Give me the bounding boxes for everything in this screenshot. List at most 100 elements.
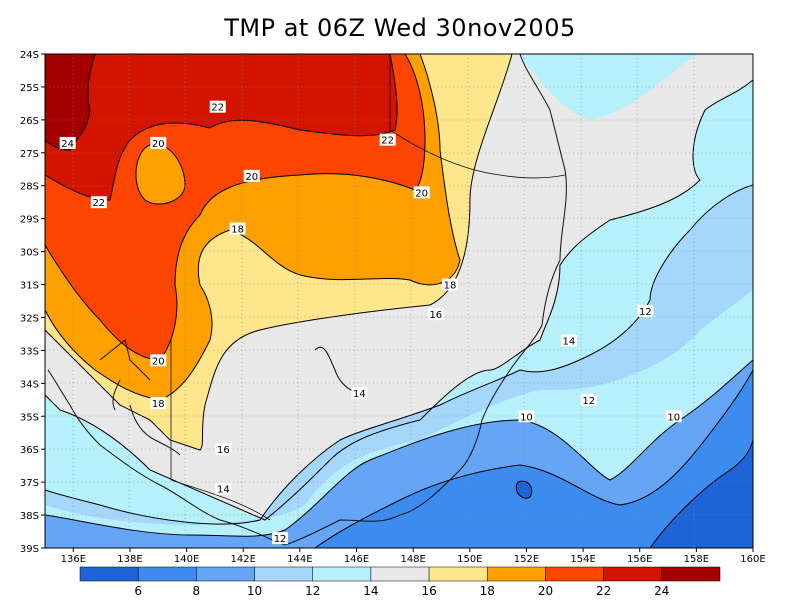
band-below-6 xyxy=(650,440,753,548)
colorbar-label: 22 xyxy=(596,584,611,598)
colorbar-label: 6 xyxy=(134,584,142,598)
colorbar-swatch xyxy=(196,566,255,582)
y-tick-label: 35S xyxy=(20,412,39,423)
svg-text:18: 18 xyxy=(231,225,244,236)
colorbar-swatch xyxy=(545,566,604,582)
y-tick-label: 36S xyxy=(20,445,39,456)
contour-label: 14 xyxy=(560,334,577,348)
band-10-12 xyxy=(45,185,753,525)
x-tick-label: 156E xyxy=(627,554,652,565)
band-6-8 xyxy=(315,370,753,548)
svg-text:12: 12 xyxy=(274,534,287,545)
svg-text:18: 18 xyxy=(152,399,165,410)
y-tick-label: 39S xyxy=(20,544,39,555)
x-tick-label: 138E xyxy=(117,554,142,565)
y-axis-ticks: 24S 25S 26S 27S 28S 29S 30S 31S 32S 33S 34S 35S 36S 3… xyxy=(20,50,45,555)
contour-lines xyxy=(45,54,753,548)
contour-label: 20 xyxy=(243,169,260,183)
map-title: TMP at 06Z Wed 30nov2005 xyxy=(224,14,576,42)
x-tick-label: 140E xyxy=(174,554,199,565)
svg-text:10: 10 xyxy=(667,412,680,423)
x-tick-label: 158E xyxy=(684,554,709,565)
contour-label: 22 xyxy=(209,100,226,114)
y-tick-label: 29S xyxy=(20,215,39,226)
band-22-24 xyxy=(45,54,398,200)
svg-text:12: 12 xyxy=(582,396,595,407)
contour-label: 14 xyxy=(215,482,232,496)
x-tick-label: 152E xyxy=(514,554,539,565)
svg-text:20: 20 xyxy=(415,188,428,199)
x-tick-label: 144E xyxy=(287,554,312,565)
y-tick-label: 26S xyxy=(20,116,39,127)
y-tick-label: 34S xyxy=(20,379,39,390)
colorbar-swatch xyxy=(254,566,313,582)
colorbar-swatch xyxy=(79,566,139,582)
colorbar-label: 24 xyxy=(654,584,669,598)
colorbar-label: 10 xyxy=(247,584,262,598)
band-below-6-island xyxy=(516,481,532,499)
plot-frame xyxy=(44,53,754,549)
svg-text:16: 16 xyxy=(217,445,230,456)
contour-label: 20 xyxy=(413,186,430,199)
colorbar-label: 12 xyxy=(305,584,320,598)
colorbar-label: 14 xyxy=(363,584,378,598)
colorbar-swatch xyxy=(137,566,197,582)
colorbar-swatch xyxy=(661,566,721,582)
colorbar-label: 16 xyxy=(421,584,436,598)
colorbar-swatch xyxy=(428,566,488,582)
band-24-plus xyxy=(45,54,95,150)
contour-label: 18 xyxy=(150,397,167,410)
x-tick-label: 150E xyxy=(457,554,482,565)
svg-text:14: 14 xyxy=(563,337,576,348)
contour-label: 18 xyxy=(229,222,246,236)
x-tick-label: 160E xyxy=(740,554,765,565)
contour-label: 22 xyxy=(379,133,396,147)
contour-label: 12 xyxy=(580,393,597,407)
y-tick-label: 31S xyxy=(20,281,39,292)
svg-text:22: 22 xyxy=(381,136,394,147)
colorbar-label: 18 xyxy=(480,584,495,598)
x-axis-ticks: 136E 138E 140E 142E 144E 146E 148E 150E 152E 154E… xyxy=(61,548,766,565)
svg-text:16: 16 xyxy=(429,310,442,321)
y-tick-label: 28S xyxy=(20,182,39,193)
x-tick-label: 148E xyxy=(400,554,425,565)
contour-label: 14 xyxy=(351,387,368,400)
x-tick-label: 154E xyxy=(570,554,595,565)
y-tick-label: 38S xyxy=(20,511,39,522)
colorbar: 6 8 10 12 14 16 18 20 22 24 xyxy=(79,566,721,598)
contour-label: 12 xyxy=(272,532,289,545)
contour-label: 18 xyxy=(441,278,458,292)
svg-text:22: 22 xyxy=(211,103,224,114)
x-tick-label: 146E xyxy=(344,554,369,565)
state-borders xyxy=(170,54,566,521)
svg-text:18: 18 xyxy=(444,281,457,292)
band-18-20-island xyxy=(135,144,185,205)
x-tick-label: 142E xyxy=(231,554,256,565)
svg-text:22: 22 xyxy=(92,198,105,209)
contour-label: 10 xyxy=(518,410,535,423)
contour-label: 12 xyxy=(637,304,654,318)
contour-label: 16 xyxy=(427,308,444,321)
colorbar-swatch xyxy=(370,566,430,582)
svg-text:20: 20 xyxy=(152,356,165,367)
colorbar-swatch xyxy=(312,566,372,582)
svg-text:14: 14 xyxy=(217,485,230,496)
colorbar-label: 8 xyxy=(193,584,201,598)
svg-text:14: 14 xyxy=(353,389,366,400)
contour-label: 10 xyxy=(665,410,682,423)
contour-label: 20 xyxy=(150,354,167,367)
y-tick-label: 37S xyxy=(20,478,39,489)
y-tick-label: 24S xyxy=(20,50,39,61)
y-tick-label: 32S xyxy=(20,313,39,324)
x-tick-label: 136E xyxy=(61,554,86,565)
colorbar-label: 20 xyxy=(538,584,553,598)
coastline xyxy=(47,54,567,546)
contour-label: 20 xyxy=(150,136,167,150)
y-tick-label: 33S xyxy=(20,346,39,357)
y-tick-label: 27S xyxy=(20,149,39,160)
temperature-field: 24 22 22 22 20 20 20 20 18 18 18 16 16 14 14 14 12 12 12 10… xyxy=(45,54,753,548)
y-tick-label: 30S xyxy=(20,248,39,259)
svg-text:20: 20 xyxy=(152,139,165,150)
y-tick-label: 25S xyxy=(20,83,39,94)
